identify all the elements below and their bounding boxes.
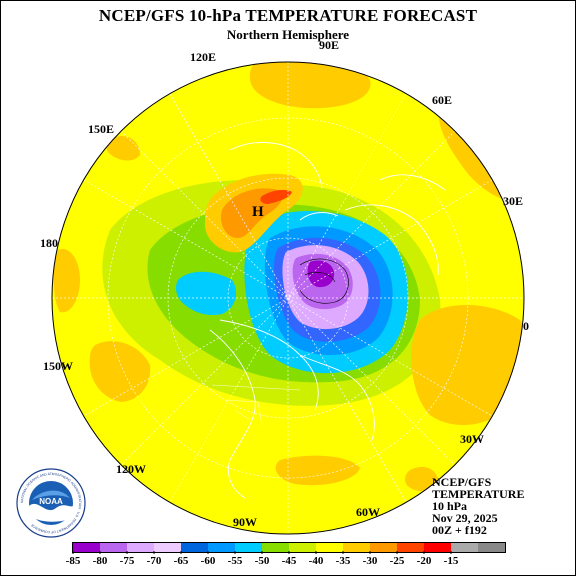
- info-level: 10 hPa: [432, 499, 468, 513]
- colorbar-tick-label: -25: [389, 555, 405, 567]
- contour-minus85: [307, 260, 335, 288]
- info-date: Nov 29, 2025: [432, 511, 498, 525]
- colorbar-tick-mark: [315, 551, 317, 554]
- lon-label-60w: 60W: [356, 505, 380, 519]
- colorbar-tick-mark: [342, 551, 344, 554]
- contour-minus60-west: [175, 271, 237, 316]
- lon-label-180: 180: [40, 236, 58, 250]
- map-title: NCEP/GFS 10-hPa TEMPERATURE FORECAST: [98, 6, 478, 25]
- colorbar-swatch: [424, 543, 451, 552]
- noaa-logo: NOAA NATIONAL OCEANIC AND ATMOSPHERIC AD…: [16, 468, 86, 538]
- lon-label-90e: 90E: [319, 38, 340, 52]
- colorbar-tick-mark: [234, 551, 236, 554]
- colorbar-tick-label: -45: [281, 555, 297, 567]
- contour-minus25-aleutian: [260, 189, 292, 204]
- colorbar-swatch: [127, 543, 154, 552]
- logo-text: NOAA: [39, 497, 63, 506]
- colorbar-swatch: [397, 543, 424, 552]
- colorbar-tick-mark: [126, 551, 128, 554]
- lon-label-120w: 120W: [116, 462, 146, 476]
- lon-label-60e: 60E: [432, 93, 453, 107]
- contour-minus35-west: [53, 248, 80, 313]
- map-subtitle: Northern Hemisphere: [226, 27, 350, 42]
- contour-minus35-southeast: [405, 466, 439, 492]
- colorbar-tick-mark: [369, 551, 371, 554]
- colorbar-tick-label: -30: [362, 555, 378, 567]
- high-marker: H: [252, 204, 264, 220]
- contour-minus35-east: [411, 305, 524, 425]
- colorbar-swatch: [100, 543, 127, 552]
- colorbar-swatch: [343, 543, 370, 552]
- lon-label-0: 0: [523, 319, 529, 333]
- colorbar-tick-label: -75: [119, 555, 135, 567]
- contour-minus35-north: [249, 62, 371, 109]
- colorbar-tick-mark: [180, 551, 182, 554]
- colorbar-tick-label: -85: [65, 555, 81, 567]
- colorbar-tick-mark: [153, 551, 155, 554]
- colorbar-tick-label: -15: [443, 555, 459, 567]
- colorbar-tick-label: -35: [335, 555, 351, 567]
- colorbar-swatch: [451, 543, 478, 552]
- colorbar-tick-mark: [450, 551, 452, 554]
- colorbar-swatch: [208, 543, 235, 552]
- colorbar-swatch: [370, 543, 397, 552]
- colorbar-tick-label: -55: [227, 555, 243, 567]
- lon-label-30e: 30E: [503, 194, 524, 208]
- lon-label-150w: 150W: [43, 359, 73, 373]
- lon-label-120e: 120E: [190, 50, 217, 64]
- info-variable: TEMPERATURE: [432, 487, 525, 501]
- colorbar-swatch: [73, 543, 100, 552]
- colorbar-tick-mark: [423, 551, 425, 554]
- graticule: [52, 62, 524, 534]
- colorbar-tick-mark: [396, 551, 398, 554]
- lon-label-30w: 30W: [460, 432, 484, 446]
- colorbar-tick-label: -50: [254, 555, 270, 567]
- logo-wave-icon: [29, 503, 73, 522]
- colorbar-tick-mark: [261, 551, 263, 554]
- contour-minus35-nw: [106, 135, 140, 161]
- colorbar-tick-mark: [288, 551, 290, 554]
- colorbar-swatch: [478, 543, 505, 552]
- colorbar-swatch: [154, 543, 181, 552]
- coastlines: [209, 142, 446, 499]
- isotherm-lines: [299, 258, 349, 304]
- colorbar-swatch: [262, 543, 289, 552]
- colorbar-tick-label: -40: [308, 555, 324, 567]
- lon-label-150e: 150E: [88, 122, 115, 136]
- info-forecast-hour: 00Z + f192: [432, 523, 487, 537]
- forecast-info: NCEP/GFS TEMPERATURE 10 hPa Nov 29, 2025…: [432, 476, 524, 536]
- colorbar-swatch: [316, 543, 343, 552]
- colorbar-tick-label: -80: [92, 555, 108, 567]
- colorbar-tick-label: -60: [200, 555, 216, 567]
- colorbar-tick-label: -70: [146, 555, 162, 567]
- colorbar-tick-mark: [72, 551, 74, 554]
- colorbar-tick-label: -65: [173, 555, 189, 567]
- colorbar-swatch: [289, 543, 316, 552]
- political-boundaries: [211, 384, 301, 426]
- lon-label-90w: 90W: [233, 515, 257, 529]
- map-boundary: [51, 61, 525, 535]
- colorbar-tick-mark: [99, 551, 101, 554]
- colorbar-swatch: [235, 543, 262, 552]
- colorbar-tick-labels: -85 -80 -75 -70 -65 -60 -55 -50 -45 -40 -35 -30 -25-…: [0, 551, 576, 573]
- info-model: NCEP/GFS: [432, 475, 492, 489]
- colorbar-tick-mark: [207, 551, 209, 554]
- colorbar-tick-label: -20: [416, 555, 432, 567]
- colorbar-swatch: [181, 543, 208, 552]
